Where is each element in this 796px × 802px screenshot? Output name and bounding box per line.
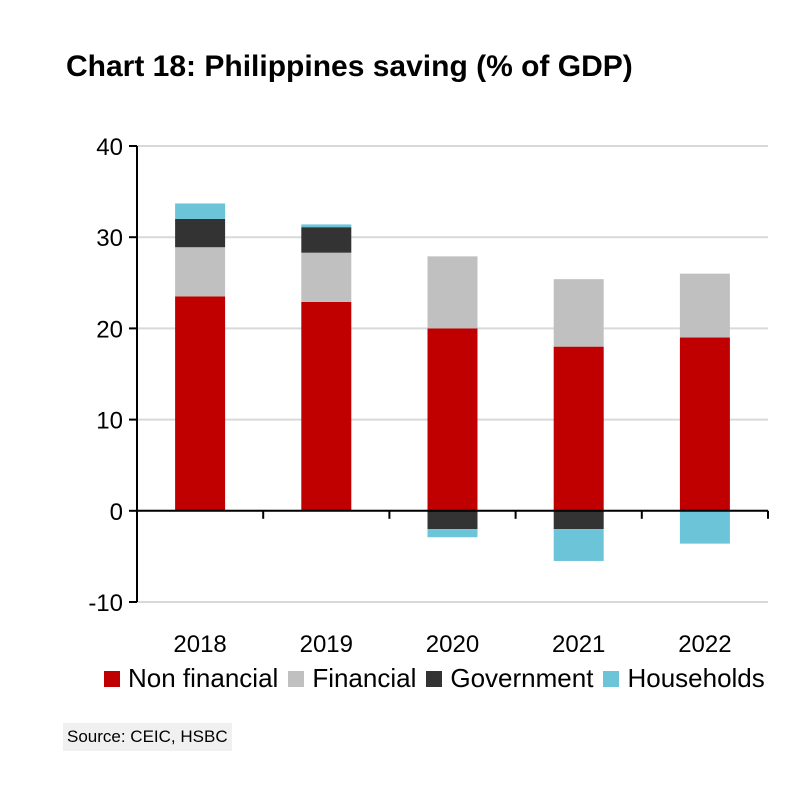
chart-title: Chart 18: Philippines saving (% of GDP) (66, 50, 633, 83)
bar-households-2020 (427, 529, 478, 538)
legend-swatch (603, 670, 620, 687)
bar-households-2022 (679, 510, 730, 544)
y-tick-label: 40 (96, 134, 123, 161)
legend-label: Households (627, 663, 765, 693)
bar-financial-2020 (427, 256, 478, 329)
bar-non-financial-2020 (427, 328, 478, 511)
bar-government-2019 (301, 227, 352, 253)
y-tick-label: 20 (96, 316, 123, 343)
legend-item-non-financial: Non financial (104, 663, 278, 694)
x-tick-label: 2021 (552, 631, 605, 658)
bar-households-2021 (553, 529, 604, 561)
bar-government-2020 (427, 510, 478, 530)
x-tick-label: 2018 (173, 631, 226, 658)
legend-item-financial: Financial (288, 663, 416, 694)
bars (175, 203, 730, 561)
y-tick-label: 0 (110, 499, 123, 526)
legend-label: Financial (312, 663, 417, 693)
y-tick-label: 30 (96, 225, 123, 252)
x-tick-label: 2019 (300, 631, 353, 658)
bar-financial-2021 (553, 279, 604, 347)
x-tick-label: 2022 (678, 631, 731, 658)
x-tick-label: 2020 (426, 631, 479, 658)
legend-swatch (288, 670, 305, 687)
bar-non-financial-2019 (301, 301, 352, 511)
bar-financial-2022 (679, 273, 730, 338)
bar-households-2019 (301, 224, 352, 228)
axes (129, 145, 769, 603)
legend-item-government: Government (426, 663, 593, 694)
y-tick-label: -10 (88, 590, 123, 617)
x-tick-labels: 2018 2019 2020 2021 2022 (173, 631, 731, 658)
bar-non-financial-2018 (175, 296, 226, 511)
source-note: Source: CEIC, HSBC (63, 723, 232, 751)
legend-label: Non financial (128, 663, 279, 693)
legend-swatch (426, 670, 443, 687)
bar-government-2018 (175, 218, 226, 248)
bar-financial-2018 (175, 247, 226, 297)
legend: Non financial Financial Government Househol… (104, 663, 775, 694)
bar-households-2018 (175, 203, 226, 219)
bar-non-financial-2021 (553, 346, 604, 511)
legend-label: Government (450, 663, 594, 693)
y-tick-label: 10 (96, 408, 123, 435)
y-tick-labels: -10 0 10 20 30 40 (88, 134, 123, 617)
legend-item-households: Households (603, 663, 765, 694)
bar-financial-2019 (301, 252, 352, 302)
bar-non-financial-2022 (679, 337, 730, 511)
legend-swatch (104, 670, 120, 687)
bar-government-2021 (553, 510, 604, 530)
